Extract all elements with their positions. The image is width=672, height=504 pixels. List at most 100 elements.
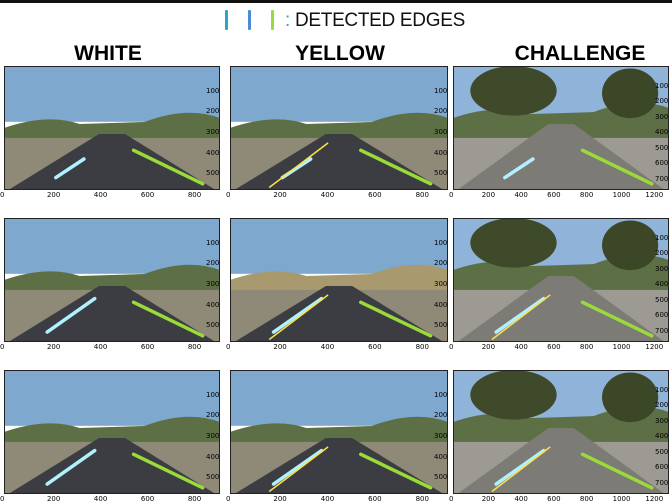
- y-tick-label: 400: [434, 148, 448, 157]
- panel-frame: [453, 218, 669, 342]
- x-tick-label: 800: [415, 343, 429, 351]
- yellow-lane-line: [491, 446, 551, 493]
- detected-edge: [45, 448, 97, 486]
- detected-edge: [359, 300, 433, 338]
- panel-r3-c3: [453, 370, 669, 494]
- y-tick-label: 100: [434, 86, 448, 95]
- detected-edge: [131, 452, 205, 490]
- x-tick-label: 0: [226, 343, 231, 351]
- hillside: [230, 112, 448, 143]
- x-tick-label: 200: [273, 495, 287, 503]
- y-tick-label: 500: [434, 321, 448, 330]
- detected-edge: [54, 157, 86, 180]
- y-tick-label: 500: [206, 321, 220, 330]
- x-tick-label: 200: [481, 343, 496, 351]
- y-tick-label: 700: [655, 174, 669, 183]
- panel-r1-c3: [453, 66, 669, 190]
- x-tick-label: 200: [273, 191, 287, 199]
- y-tick-label: 400: [655, 432, 669, 440]
- x-tick-label: 600: [140, 495, 155, 503]
- hillside: [4, 416, 220, 447]
- x-tick-label: 0: [226, 191, 231, 199]
- panel-r3-c2: [230, 370, 448, 494]
- y-tick-label: 400: [206, 452, 220, 461]
- x-tick-label: 200: [46, 191, 61, 199]
- panel-r2-c3: [453, 218, 669, 342]
- y-tick-label: 300: [655, 416, 669, 425]
- panel-frame: [230, 66, 448, 190]
- column-title-white: WHITE: [74, 42, 142, 65]
- y-tick-label: 200: [434, 259, 448, 268]
- panel-r3-c1: [4, 370, 220, 494]
- y-tick-label: 100: [206, 238, 220, 247]
- x-tick-label: 600: [140, 343, 155, 351]
- y-tick-label: 300: [434, 128, 448, 136]
- detected-edge: [359, 148, 433, 186]
- detected-edge: [503, 157, 535, 180]
- sky: [230, 218, 448, 274]
- x-tick-label: 800: [187, 343, 202, 351]
- y-tick-label: 500: [434, 473, 448, 482]
- detected-edge: [580, 148, 654, 186]
- panel-frame: [4, 370, 220, 494]
- panel-r2-c1: [4, 218, 220, 342]
- hillside: [4, 264, 220, 295]
- road-image: [453, 370, 669, 494]
- x-tick-label: 200: [273, 343, 287, 351]
- sky: [230, 66, 448, 122]
- road: [8, 438, 216, 494]
- y-tick-label: 100: [434, 390, 448, 399]
- x-tick-label: 1200: [645, 495, 664, 503]
- y-tick-label: 700: [655, 478, 669, 487]
- hillside: [230, 416, 448, 447]
- panel-frame: [453, 66, 669, 190]
- x-tick-label: 0: [449, 343, 454, 351]
- x-tick-label: 1200: [645, 191, 664, 199]
- x-tick-label: 400: [93, 191, 108, 199]
- y-tick-label: 100: [655, 233, 669, 242]
- sky: [230, 370, 448, 426]
- tree: [602, 372, 659, 423]
- y-tick-label: 300: [655, 264, 669, 273]
- legend-swatch-cyan: [225, 10, 228, 30]
- legend-text: DETECTED EDGES: [289, 10, 465, 31]
- y-tick-label: 500: [206, 169, 220, 178]
- panel-frame: [230, 370, 448, 494]
- y-tick-label: 400: [206, 148, 220, 157]
- road-image: [230, 370, 448, 494]
- x-tick-label: 600: [547, 495, 561, 503]
- detected-edge: [359, 452, 433, 490]
- y-tick-label: 400: [434, 452, 448, 461]
- road-image: [453, 218, 669, 342]
- tree: [470, 370, 557, 420]
- x-tick-label: 800: [579, 495, 594, 503]
- legend: : DETECTED EDGES: [0, 8, 672, 34]
- legend-separator: :: [285, 10, 290, 31]
- y-tick-label: 200: [434, 107, 448, 116]
- y-tick-label: 200: [206, 411, 220, 420]
- column-title-yellow: YELLOW: [295, 42, 385, 65]
- x-tick-label: 200: [481, 495, 496, 503]
- road: [8, 286, 216, 342]
- panel-r2-c2: [230, 218, 448, 342]
- sky: [4, 66, 220, 122]
- x-tick-label: 400: [93, 495, 108, 503]
- x-tick-label: 600: [368, 191, 382, 199]
- column-title-challenge: CHALLENGE: [514, 42, 646, 65]
- x-tick-label: 400: [514, 343, 528, 351]
- x-tick-label: 1200: [645, 343, 664, 351]
- panel-frame: [4, 66, 220, 190]
- detected-edge: [271, 296, 324, 334]
- detected-edge: [580, 300, 654, 338]
- road: [234, 438, 444, 494]
- sky: [4, 218, 220, 274]
- y-tick-label: 100: [655, 81, 669, 90]
- x-tick-label: 1000: [612, 191, 631, 199]
- x-tick-label: 800: [415, 191, 429, 199]
- x-tick-label: 800: [579, 191, 594, 199]
- y-tick-label: 400: [655, 280, 669, 288]
- y-tick-label: 200: [655, 249, 669, 257]
- x-tick-label: 400: [320, 343, 335, 351]
- y-tick-label: 700: [655, 326, 669, 335]
- sky: [4, 370, 220, 426]
